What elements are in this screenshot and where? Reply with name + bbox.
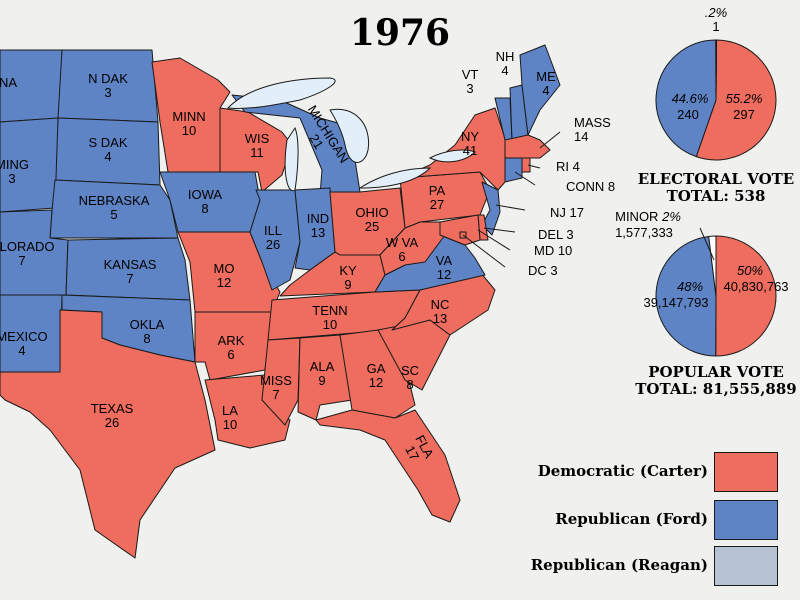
state-label-nh: NH 4 bbox=[496, 50, 515, 78]
mass-leader-line bbox=[540, 132, 560, 148]
state-label-ga: GA 12 bbox=[367, 362, 386, 390]
state-label-del: DEL 3 bbox=[538, 228, 574, 242]
state-label-okla: OKLA 8 bbox=[130, 318, 165, 346]
state-label-md: MD 10 bbox=[534, 244, 572, 258]
legend-swatch-democratic bbox=[714, 452, 778, 492]
state-connecticut[interactable] bbox=[505, 158, 522, 182]
popular-vote-total: TOTAL: 81,555,889 bbox=[635, 381, 796, 398]
state-label-ark: ARK 6 bbox=[218, 334, 245, 362]
state-label-nmex: MEXICO 4 bbox=[0, 330, 48, 358]
state-label-tex: TEXAS 26 bbox=[91, 402, 134, 430]
state-label-wis: WIS 11 bbox=[245, 132, 270, 160]
state-label-va: VA 12 bbox=[436, 254, 452, 282]
electoral-vote-total: TOTAL: 538 bbox=[667, 188, 766, 205]
lake-superior bbox=[228, 78, 335, 108]
state-label-wva: W VA 6 bbox=[386, 236, 418, 264]
state-label-ky: KY 9 bbox=[339, 264, 356, 292]
legend-item-democratic: Democratic (Carter) bbox=[500, 452, 790, 492]
electoral-dem-pct: 55.2% bbox=[726, 92, 763, 106]
state-label-la: LA 10 bbox=[222, 404, 238, 432]
state-label-ala: ALA 9 bbox=[310, 360, 335, 388]
state-label-ndak: N DAK 3 bbox=[88, 72, 128, 100]
electoral-minor-pct: .2% bbox=[705, 6, 727, 20]
state-label-minn: MINN 10 bbox=[172, 110, 205, 138]
state-label-neb: NEBRASKA 5 bbox=[79, 194, 150, 222]
state-label-pa: PA 27 bbox=[429, 184, 445, 212]
legend-swatch-republican-ford bbox=[714, 500, 778, 540]
state-label-me: ME 4 bbox=[536, 70, 556, 98]
state-label-tenn: TENN 10 bbox=[312, 304, 347, 332]
electoral-dem-votes: 297 bbox=[733, 108, 755, 122]
electoral-rep-pct: 44.6% bbox=[672, 92, 709, 106]
state-label-colo: OLORADO7 bbox=[0, 240, 55, 268]
state-label-na: NA bbox=[0, 76, 17, 90]
state-label-ny: NY 41 bbox=[461, 130, 479, 158]
state-label-nj: NJ 17 bbox=[550, 206, 584, 220]
popular-rep-pct: 48% bbox=[677, 280, 703, 294]
state-label-ill: ILL 26 bbox=[264, 224, 282, 252]
state-label-ohio: OHIO 25 bbox=[355, 206, 388, 234]
state-label-ming: MING 3 bbox=[0, 158, 29, 186]
popular-minor-votes: 1,577,333 bbox=[615, 226, 673, 240]
state-label-iowa: IOWA 8 bbox=[188, 188, 222, 216]
popular-dem-pct: 50% bbox=[737, 264, 763, 278]
state-label-ind: IND 13 bbox=[307, 212, 329, 240]
state-label-conn: CONN 8 bbox=[566, 180, 615, 194]
popular-slice-democratic bbox=[716, 236, 776, 356]
state-label-dc: DC 3 bbox=[528, 264, 558, 278]
electoral-vote-heading: ELECTORAL VOTE bbox=[638, 171, 795, 188]
state-label-sdak: S DAK 4 bbox=[88, 136, 127, 164]
popular-dem-votes: 40,830,763 bbox=[723, 280, 788, 294]
state-label-mass: MASS 14 bbox=[574, 116, 611, 144]
state-label-nc: NC 13 bbox=[431, 298, 450, 326]
state-label-sc: SC 8 bbox=[401, 364, 419, 392]
legend-swatch-republican-reagan bbox=[714, 546, 778, 586]
popular-vote-heading: POPULAR VOTE bbox=[648, 364, 784, 381]
state-label-miss: MISS 7 bbox=[260, 374, 292, 402]
state-label-ri: RI 4 bbox=[556, 160, 580, 174]
state-label-mo: MO 12 bbox=[214, 262, 235, 290]
state-massachusetts[interactable] bbox=[505, 135, 550, 158]
map-title: 1976 bbox=[0, 12, 800, 54]
state-label-kan: KANSAS 7 bbox=[104, 258, 157, 286]
electoral-minor-votes: 1 bbox=[712, 20, 719, 34]
state-label-vt: VT 3 bbox=[462, 68, 479, 96]
legend-label-democratic: Democratic (Carter) bbox=[538, 462, 708, 480]
electoral-rep-votes: 240 bbox=[677, 108, 699, 122]
popular-rep-votes: 39,147,793 bbox=[643, 296, 708, 310]
nj-leader-line bbox=[496, 205, 525, 210]
legend-item-republican-ford: Republican (Ford) bbox=[500, 500, 790, 540]
popular-minor-label: MINOR 2% bbox=[615, 210, 681, 224]
legend-item-republican-reagan: Republican (Reagan) bbox=[500, 546, 790, 586]
legend-label-republican-reagan: Republican (Reagan) bbox=[531, 556, 708, 574]
lake-michigan bbox=[285, 128, 298, 191]
legend-label-republican-ford: Republican (Ford) bbox=[555, 510, 708, 528]
state-florida[interactable] bbox=[316, 410, 460, 522]
